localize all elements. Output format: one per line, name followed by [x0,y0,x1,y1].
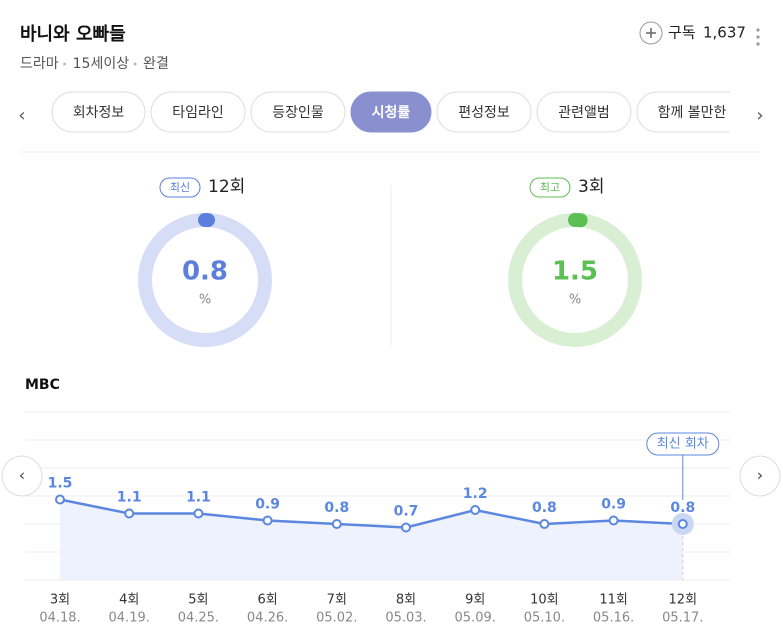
svg-text:›: › [757,466,763,485]
point [125,510,133,518]
plus [646,28,656,38]
x-tick-label: 8회 [396,593,416,608]
x-tick-label: 5회 [188,593,208,608]
gauge-unit: % [569,293,581,308]
gauge-label: 3회 [578,177,604,197]
meta-dot [63,63,66,66]
point [333,520,341,528]
x-tick-label: 9회 [465,593,485,608]
x-date-label: 04.26. [247,611,288,626]
gauge-label: 12회 [208,177,245,197]
value-label: 0.9 [601,497,626,513]
value-label: 1.5 [48,476,73,492]
x-tick-label: 3회 [50,593,70,608]
tab-label[interactable]: 등장인물 [272,105,324,121]
x-date-label: 05.02. [316,611,357,626]
x-tick-label: 10회 [530,593,559,608]
x-date-label: 04.18. [39,611,80,626]
gauge-value: 1.5 [552,257,598,287]
x-tick-label: 12회 [669,593,698,608]
x-tick-label: 6회 [257,593,277,608]
chart-title: MBC [25,377,60,393]
chart-prev[interactable]: ‹ [2,456,42,496]
point [264,517,272,525]
value-label: 0.8 [670,500,695,516]
value-label: 1.2 [463,486,488,502]
point [610,517,618,525]
tab-label[interactable]: 편성정보 [458,105,510,121]
x-date-label: 04.19. [109,611,150,626]
x-date-label: 05.10. [524,611,565,626]
value-label: 0.8 [532,500,557,516]
x-tick-label: 4회 [119,593,139,608]
x-date-label: 04.25. [178,611,219,626]
point [471,506,479,514]
chart-next[interactable]: › [740,456,780,496]
svg-text:‹: ‹ [19,466,25,485]
title: 바니와 오빠들 [20,24,126,45]
value-label: 0.7 [394,504,419,520]
x-date-label: 05.03. [385,611,426,626]
tab-label[interactable]: 시청률 [372,104,411,121]
subscribe-label[interactable]: 구독 [668,24,696,42]
tab-label[interactable]: 관련앨범 [558,105,610,121]
point [194,510,202,518]
x-tick-label: 7회 [327,593,347,608]
subscribe-count: 1,637 [703,24,746,42]
tab-label[interactable]: 함께 볼만한 [658,105,727,121]
x-tick-label: 11회 [599,593,628,608]
meta-dot [134,63,137,66]
tab-label[interactable]: 타임라인 [172,105,224,121]
value-label: 1.1 [186,490,211,506]
more[interactable] [756,28,759,45]
meta: 15세이상 [73,56,130,72]
point [56,496,64,504]
badge-label: 최고 [540,181,560,194]
meta: 드라마 [20,56,59,72]
area [60,500,683,581]
x-date-label: 05.09. [455,611,496,626]
point [540,520,548,528]
tab-next[interactable]: › [756,105,763,126]
x-date-label: 05.17. [662,611,703,626]
gauge-unit: % [199,293,211,308]
value-label: 0.9 [255,497,280,513]
point [402,524,410,532]
value-label: 1.1 [117,490,142,506]
meta: 완결 [143,56,169,72]
point [679,520,687,528]
gauge-value: 0.8 [182,257,228,287]
tab-prev[interactable]: ‹ [18,105,25,126]
x-date-label: 05.16. [593,611,634,626]
badge-label: 최신 [170,181,190,194]
annotation: 최신 회차 [657,437,709,452]
tab-label[interactable]: 회차정보 [73,105,125,121]
value-label: 0.8 [324,500,349,516]
